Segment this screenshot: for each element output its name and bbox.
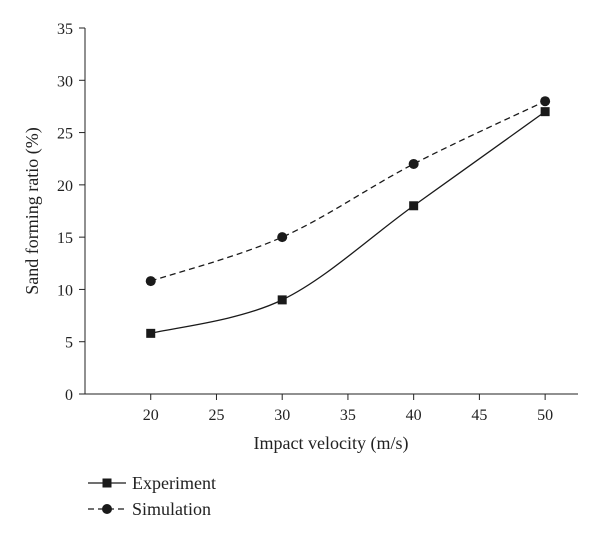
data-point-square [146,328,156,338]
y-ticks: 0 5 10 15 20 25 30 35 [57,21,85,404]
data-point-square [540,107,550,117]
x-ticks: 20 25 30 35 40 45 50 [143,394,553,424]
data-point-circle [408,158,419,169]
data-point-square [409,201,419,211]
data-point-circle [145,276,156,287]
data-point-circle [540,96,551,107]
x-tick-label: 25 [208,407,224,424]
y-tick-label: 20 [57,178,73,195]
y-tick-label: 15 [57,230,73,247]
x-tick-label: 30 [274,407,290,424]
x-axis-title: Impact velocity (m/s) [254,433,409,454]
data-point-circle [277,232,288,243]
x-tick-label: 40 [406,407,422,424]
x-tick-label: 35 [340,407,356,424]
legend-label: Experiment [132,473,216,493]
data-point-square [277,295,287,305]
plot-frame [84,28,578,395]
legend-item-simulation: Simulation [88,499,211,519]
series-simulation [145,96,551,287]
legend: Experiment Simulation [88,473,216,519]
series-line-simulation [150,100,546,282]
y-tick-label: 0 [65,387,73,404]
x-tick-label: 50 [537,407,553,424]
y-axis-title: Sand forming ratio (%) [22,127,43,294]
x-tick-label: 20 [143,407,159,424]
x-tick-label: 45 [471,407,487,424]
legend-marker-square [102,478,112,488]
series-layer [145,96,551,338]
legend-marker-circle [102,504,112,514]
series-line-experiment [150,111,546,334]
series-experiment [146,107,550,338]
legend-item-experiment: Experiment [88,473,216,493]
y-tick-label: 25 [57,126,73,143]
y-tick-label: 5 [65,335,73,352]
y-tick-label: 30 [57,73,73,90]
legend-label: Simulation [132,499,211,519]
y-tick-label: 35 [57,21,73,38]
y-tick-label: 10 [57,282,73,299]
